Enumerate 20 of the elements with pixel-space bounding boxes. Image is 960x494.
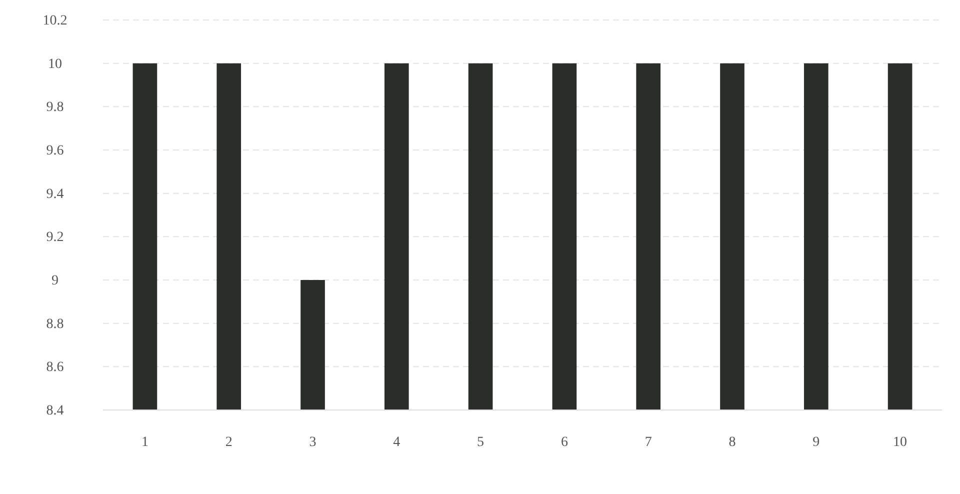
y-tick-label: 10 (48, 56, 62, 72)
x-tick-label: 1 (141, 434, 148, 450)
y-tick-label: 10.2 (42, 13, 68, 28)
y-tick-label: 8.8 (46, 316, 64, 332)
y-tick-label: 9.4 (46, 186, 64, 202)
x-tick-label: 9 (812, 434, 820, 450)
x-tick-label: 7 (644, 434, 652, 450)
x-tick-label: 10 (893, 434, 908, 450)
x-tick-label: 4 (393, 434, 400, 450)
y-tick-label: 9.6 (46, 143, 64, 158)
x-tick-label: 5 (477, 434, 484, 450)
x-tick-label: 6 (560, 434, 568, 450)
y-tick-label: 9 (52, 273, 58, 288)
y-tick-label: 8.6 (46, 360, 64, 376)
x-tick-label: 8 (728, 434, 736, 450)
x-tick-label: 3 (309, 434, 316, 450)
y-tick-label: 9.2 (46, 230, 64, 246)
x-tick-label: 2 (225, 434, 232, 450)
y-tick-label: 9.8 (46, 100, 64, 116)
y-tick-label: 8.4 (46, 403, 64, 418)
